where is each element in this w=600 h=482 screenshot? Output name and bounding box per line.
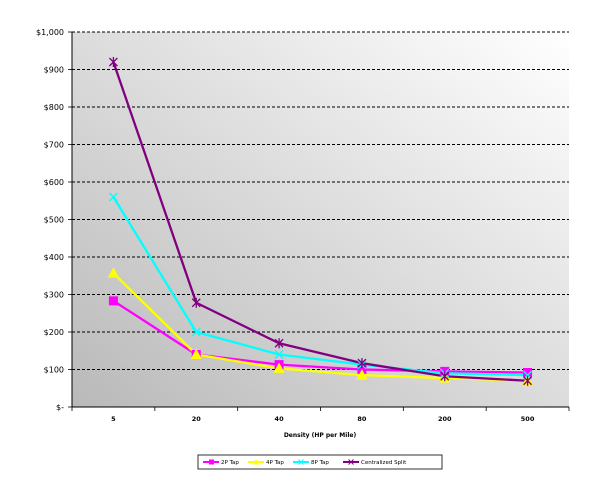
legend-marker [348, 459, 354, 465]
legend-box [197, 454, 443, 470]
data-point-star [108, 57, 118, 67]
y-tick-label: $1,000 [36, 28, 64, 37]
legend-label: 2P Tap [221, 460, 239, 466]
data-point-star [191, 297, 201, 308]
data-point-triangle [190, 348, 202, 359]
x-tick-label: 80 [357, 415, 367, 423]
x-axis-title: Density (HP per Mile) [284, 432, 357, 439]
data-point-square [108, 296, 118, 306]
x-tick-label: 200 [438, 415, 452, 423]
axes: $- $100 $200 $300 $400 $500 $600 $700 $800 $900 $1… [36, 28, 570, 423]
series-line [112, 299, 528, 374]
y-tick-label: $100 [44, 366, 64, 375]
y-tick-label: $900 [44, 66, 64, 75]
series-line [112, 272, 528, 382]
x-tick-label: 5 [111, 415, 116, 423]
data-point-x [191, 327, 201, 337]
data-point-star [357, 358, 367, 369]
data-point-triangle [273, 362, 285, 373]
legend-marker [298, 459, 304, 465]
data-point-square [523, 368, 533, 377]
legend-label: 4P Tap [266, 460, 284, 466]
data-point-star [274, 338, 284, 349]
y-tick-label: $500 [44, 216, 64, 225]
legend-label: Centralized Split [361, 460, 407, 466]
legend-marker [253, 459, 259, 465]
data-point-x [108, 192, 118, 202]
x-tick-label: 40 [275, 415, 285, 423]
gridlines [72, 31, 569, 370]
data-point-star [440, 371, 450, 382]
legend: 2P Tap 4P Tap 8P Tap Centralized Split [197, 454, 443, 470]
series-line [112, 61, 528, 382]
data-point-triangle [356, 369, 368, 380]
data-point-star [523, 375, 533, 386]
legend-marker [209, 459, 214, 465]
data-point-triangle [107, 267, 119, 278]
markers [107, 57, 534, 386]
legend-label: 8P Tap [311, 460, 329, 466]
series [112, 61, 528, 382]
y-tick-label: $300 [44, 291, 64, 300]
data-point-x [274, 350, 284, 359]
y-tick-label: $200 [44, 328, 64, 337]
x-tick-label: 20 [192, 415, 202, 423]
series-line [112, 196, 528, 377]
x-tick-label: 500 [521, 415, 535, 423]
y-tick-label: $800 [44, 103, 64, 112]
y-tick-label: $400 [44, 253, 64, 262]
y-tick-label: $- [56, 403, 64, 412]
y-tick-label: $600 [44, 178, 64, 187]
y-tick-label: $700 [44, 141, 64, 150]
